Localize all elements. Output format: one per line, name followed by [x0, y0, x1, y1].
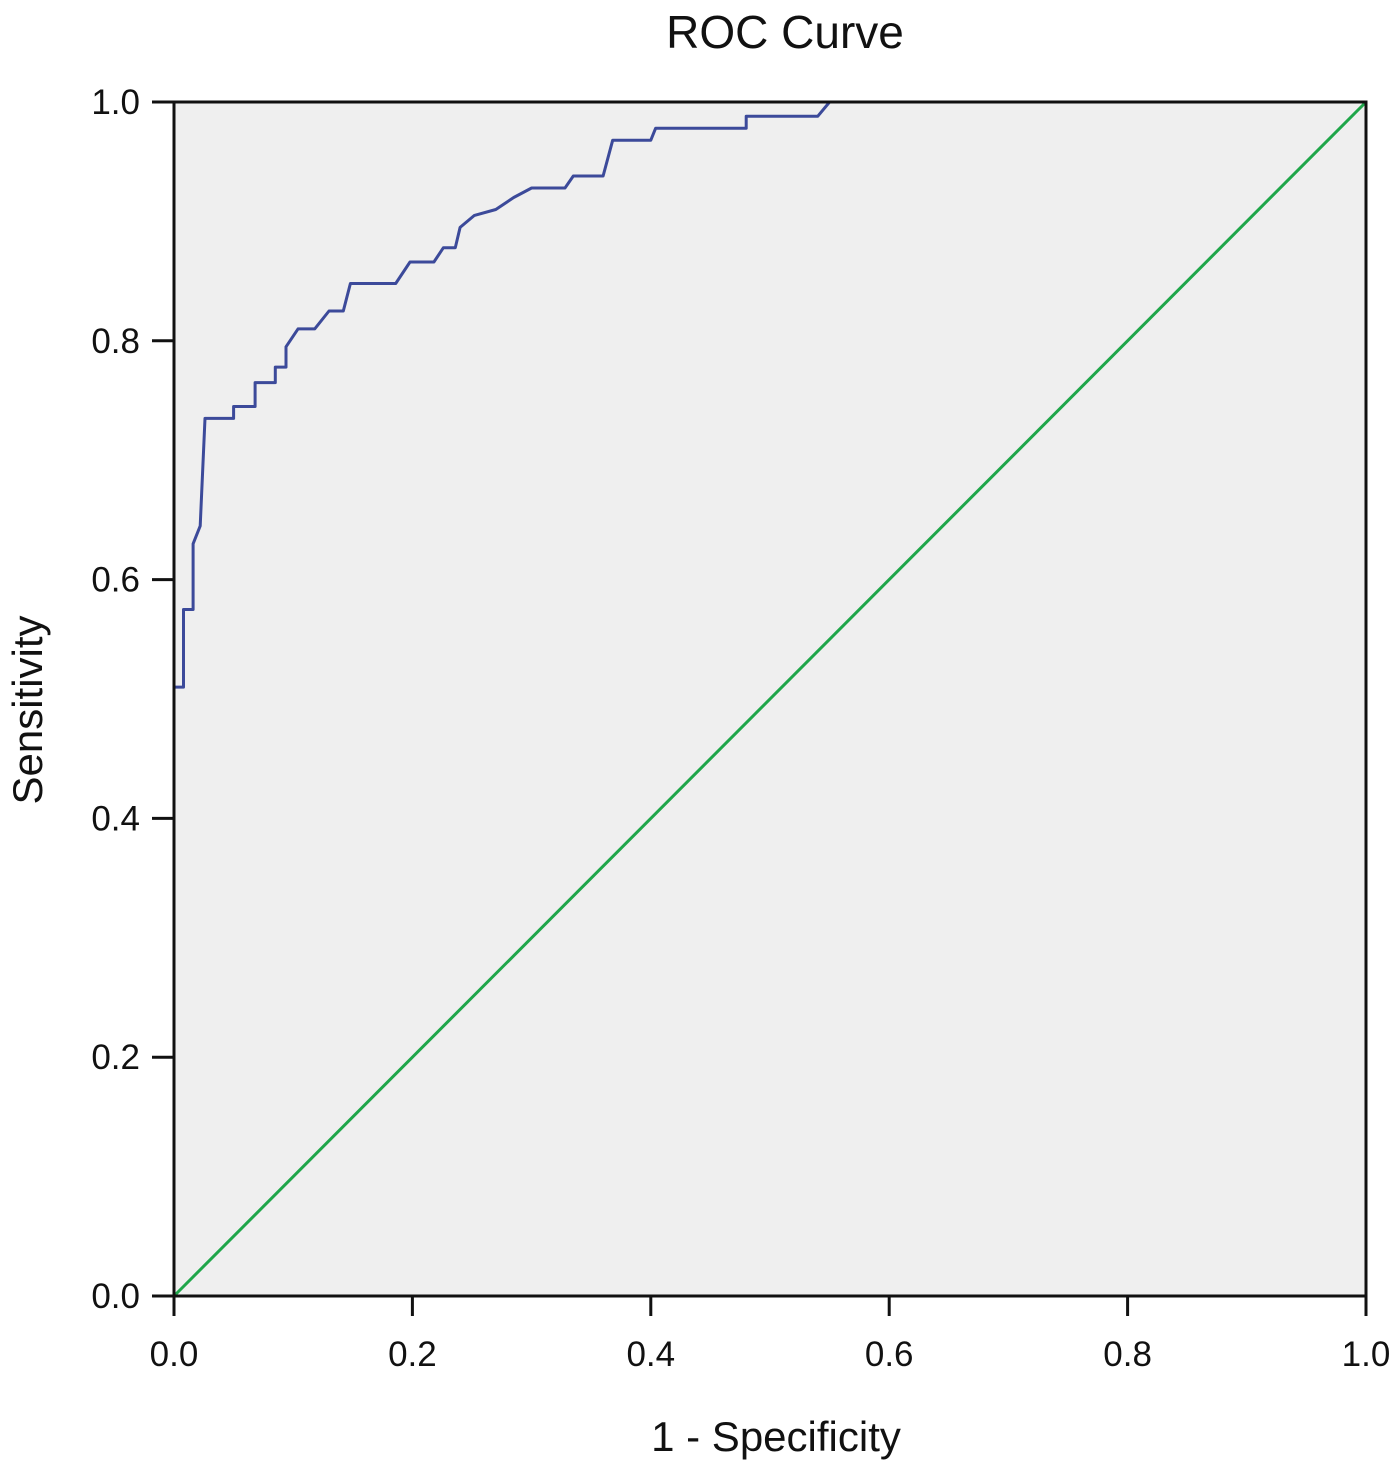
- x-tick-label: 0.4: [626, 1335, 675, 1374]
- x-tick-label: 0.0: [150, 1335, 199, 1374]
- y-tick-label: 1.0: [91, 83, 140, 122]
- x-tick-label: 1.0: [1342, 1335, 1391, 1374]
- y-tick-label: 0.2: [91, 1038, 140, 1077]
- series-layer: [172, 100, 1368, 1298]
- x-tick-label: 0.2: [388, 1335, 437, 1374]
- x-axis-title: 1 - Specificity: [651, 1413, 901, 1460]
- roc-curve-line: [172, 100, 1366, 1296]
- x-tick-label: 0.8: [1103, 1335, 1152, 1374]
- y-tick-label: 0.8: [91, 322, 140, 361]
- y-tick-label: 0.0: [91, 1277, 140, 1316]
- plot-frame: [172, 100, 1368, 1298]
- y-axis: 0.0 0.2 0.4 0.6 0.8 1.0: [91, 83, 174, 1316]
- y-tick-label: 0.6: [91, 561, 140, 600]
- y-axis-title: Sensitivity: [4, 615, 51, 804]
- x-axis: 0.0 0.2 0.4 0.6 0.8 1.0: [150, 1296, 1391, 1374]
- y-tick-label: 0.4: [91, 799, 140, 838]
- chart-title: ROC Curve: [666, 6, 904, 58]
- reference-diagonal-line: [172, 100, 1368, 1298]
- x-tick-label: 0.6: [865, 1335, 914, 1374]
